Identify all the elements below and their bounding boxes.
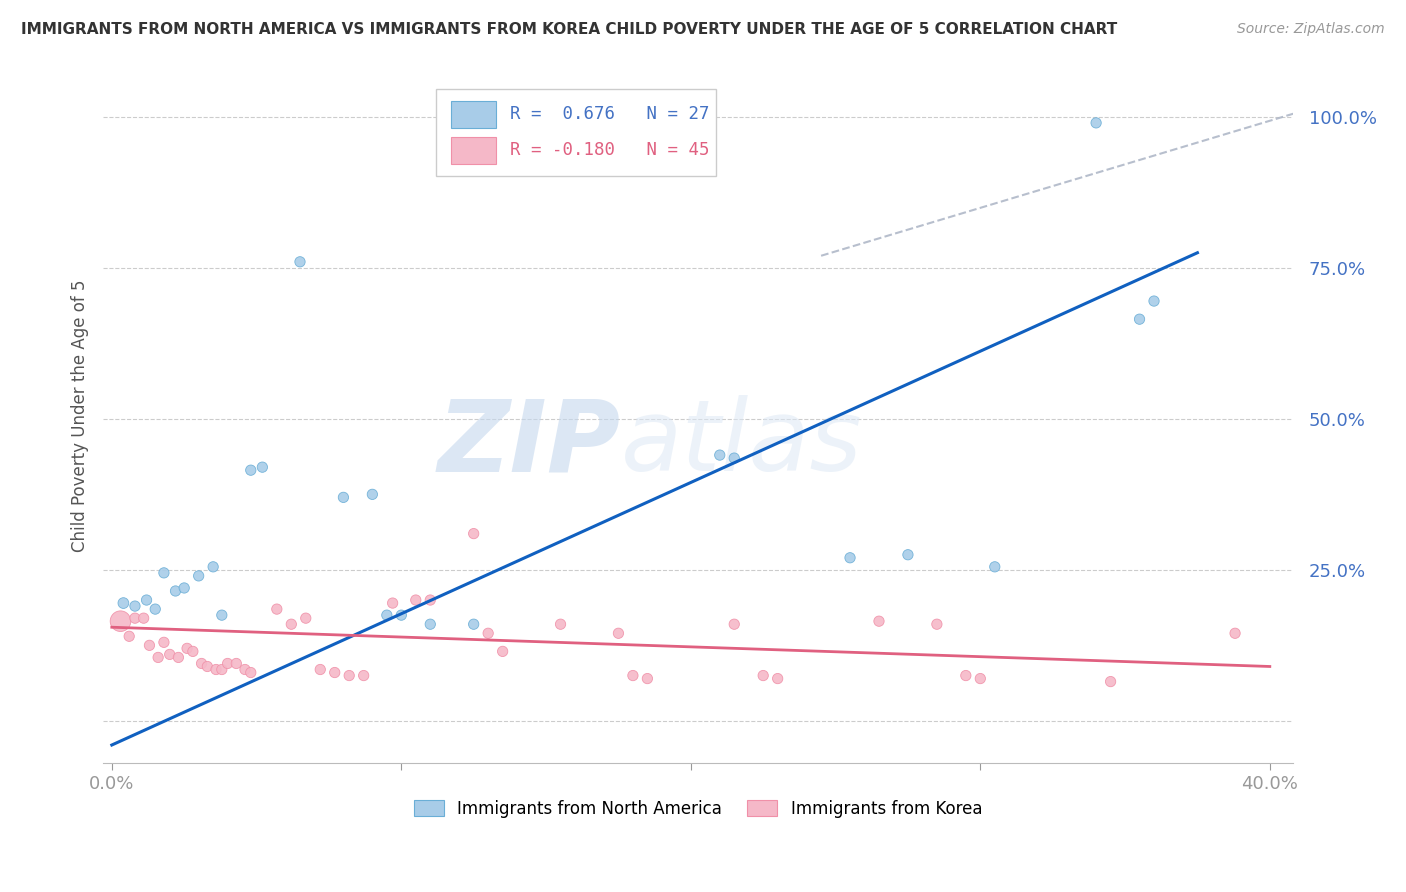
Point — [353, 668, 375, 682]
Point — [1143, 294, 1166, 309]
Point — [252, 460, 274, 475]
Point — [309, 663, 332, 677]
Point — [550, 617, 572, 632]
Point — [1128, 312, 1150, 326]
Point — [211, 608, 233, 623]
Point — [389, 608, 412, 623]
Point — [709, 448, 731, 462]
Point — [723, 617, 745, 632]
Point — [118, 629, 141, 643]
Point — [112, 596, 135, 610]
Point — [868, 614, 890, 628]
Point — [361, 487, 384, 501]
Point — [233, 663, 256, 677]
Point — [176, 641, 198, 656]
Point — [153, 635, 176, 649]
Point — [135, 593, 157, 607]
Point — [969, 672, 991, 686]
Point — [205, 663, 228, 677]
Point — [419, 617, 441, 632]
Point — [202, 559, 225, 574]
Point — [463, 617, 485, 632]
Point — [288, 255, 311, 269]
Point — [491, 644, 513, 658]
Point — [132, 611, 155, 625]
Point — [477, 626, 499, 640]
Point — [190, 657, 212, 671]
Point — [124, 611, 146, 625]
Text: Source: ZipAtlas.com: Source: ZipAtlas.com — [1237, 22, 1385, 37]
FancyBboxPatch shape — [450, 137, 496, 163]
Point — [239, 463, 262, 477]
FancyBboxPatch shape — [436, 89, 716, 177]
Point — [146, 650, 169, 665]
Point — [839, 550, 862, 565]
Point — [984, 559, 1007, 574]
Point — [607, 626, 630, 640]
Point — [621, 668, 644, 682]
Point — [463, 526, 485, 541]
Point — [294, 611, 316, 625]
Point — [266, 602, 288, 616]
Point — [897, 548, 920, 562]
Point — [1223, 626, 1246, 640]
Text: atlas: atlas — [620, 395, 862, 492]
Point — [165, 584, 187, 599]
Point — [187, 569, 209, 583]
Point — [375, 608, 398, 623]
Text: R =  0.676   N = 27: R = 0.676 N = 27 — [510, 105, 710, 123]
Point — [955, 668, 977, 682]
Legend: Immigrants from North America, Immigrants from Korea: Immigrants from North America, Immigrant… — [408, 793, 988, 824]
Point — [337, 668, 360, 682]
Point — [925, 617, 948, 632]
Point — [419, 593, 441, 607]
Point — [181, 644, 204, 658]
Point — [138, 638, 160, 652]
FancyBboxPatch shape — [450, 101, 496, 128]
Point — [723, 451, 745, 466]
Point — [239, 665, 262, 680]
Point — [217, 657, 239, 671]
Text: IMMIGRANTS FROM NORTH AMERICA VS IMMIGRANTS FROM KOREA CHILD POVERTY UNDER THE A: IMMIGRANTS FROM NORTH AMERICA VS IMMIGRA… — [21, 22, 1118, 37]
Point — [752, 668, 775, 682]
Point — [1085, 116, 1108, 130]
Point — [1099, 674, 1122, 689]
Point — [636, 672, 658, 686]
Text: ZIP: ZIP — [437, 395, 620, 492]
Point — [153, 566, 176, 580]
Point — [124, 599, 146, 613]
Y-axis label: Child Poverty Under the Age of 5: Child Poverty Under the Age of 5 — [72, 279, 89, 552]
Point — [195, 659, 218, 673]
Point — [405, 593, 427, 607]
Point — [211, 663, 233, 677]
Point — [225, 657, 247, 671]
Point — [167, 650, 190, 665]
Point — [110, 614, 132, 628]
Point — [173, 581, 195, 595]
Point — [332, 491, 354, 505]
Point — [143, 602, 166, 616]
Point — [159, 648, 181, 662]
Point — [381, 596, 404, 610]
Text: R = -0.180   N = 45: R = -0.180 N = 45 — [510, 142, 710, 160]
Point — [766, 672, 789, 686]
Point — [280, 617, 302, 632]
Point — [323, 665, 346, 680]
